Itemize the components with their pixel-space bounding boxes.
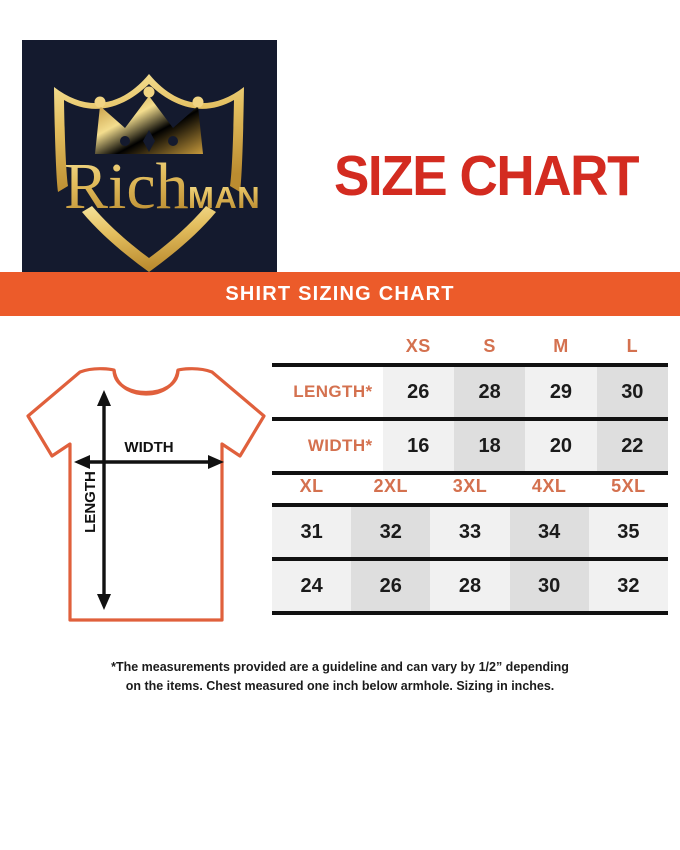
cell-length-l: 30 xyxy=(596,367,668,417)
cell-length-s: 28 xyxy=(453,367,526,417)
section-banner: SHIRT SIZING CHART xyxy=(0,272,680,316)
cell-width-5xl: 32 xyxy=(588,561,668,611)
footnote-line-1: *The measurements provided are a guideli… xyxy=(111,660,569,674)
cell-width-xl: 24 xyxy=(272,561,352,611)
column-header-3xl: 3XL xyxy=(452,476,488,496)
brand-logo: Rich MAN xyxy=(22,40,277,272)
cell-length-xs: 26 xyxy=(382,367,454,417)
cell-length-xl: 31 xyxy=(272,507,352,557)
length-label: LENGTH xyxy=(82,471,99,533)
column-header-4xl: 4XL xyxy=(531,476,567,496)
cell-length-2xl: 32 xyxy=(351,507,431,557)
column-header-xs: XS xyxy=(405,336,431,356)
shield-crown-logo-icon: Rich MAN xyxy=(22,40,277,272)
main-content: WIDTH LENGTH XS S M L xyxy=(0,316,680,850)
size-table-upper: XS S M L LENGTH* 26 28 29 30 WIDTH* 16 xyxy=(272,336,668,475)
table-row: 24 26 28 30 32 xyxy=(272,561,668,611)
length-arrow-icon xyxy=(97,390,111,610)
table-header-row: XS S M L xyxy=(272,336,668,363)
table-header-row: XL 2XL 3XL 4XL 5XL xyxy=(272,476,668,503)
cell-width-3xl: 28 xyxy=(430,561,510,611)
footnote-line-2: on the items. Chest measured one inch be… xyxy=(125,679,555,694)
footnote: *The measurements provided are a guideli… xyxy=(60,658,620,697)
table-rule xyxy=(272,611,668,615)
logo-word-secondary: MAN xyxy=(188,180,260,215)
t-shirt-outline-icon: WIDTH LENGTH xyxy=(26,367,266,622)
banner-label: SHIRT SIZING CHART xyxy=(225,282,455,305)
header-corner xyxy=(272,336,383,363)
column-header-5xl: 5XL xyxy=(611,476,646,496)
size-table-lower: XL 2XL 3XL 4XL 5XL 31 32 33 34 35 24 2 xyxy=(272,476,668,615)
row-label-length: LENGTH* xyxy=(293,382,373,401)
table-rule xyxy=(272,471,668,475)
table-rule xyxy=(272,363,668,367)
column-header-s: S xyxy=(483,336,496,356)
table-rule xyxy=(272,503,668,507)
cell-length-m: 29 xyxy=(525,367,597,417)
cell-width-l: 22 xyxy=(596,421,668,471)
cell-width-m: 20 xyxy=(525,421,597,471)
column-header-2xl: 2XL xyxy=(373,476,409,496)
table-rule xyxy=(272,557,668,561)
table-row: WIDTH* 16 18 20 22 xyxy=(272,421,668,471)
logo-word-primary: Rich xyxy=(64,150,189,223)
cell-width-2xl: 26 xyxy=(351,561,431,611)
column-header-xl: XL xyxy=(299,476,324,496)
table-row: LENGTH* 26 28 29 30 xyxy=(272,367,668,417)
cell-width-s: 18 xyxy=(453,421,526,471)
table-rule xyxy=(272,417,668,421)
cell-length-5xl: 35 xyxy=(588,507,668,557)
table-row: 31 32 33 34 35 xyxy=(272,507,668,557)
column-header-l: L xyxy=(626,336,639,356)
cell-width-xs: 16 xyxy=(382,421,454,471)
page-title: SIZE CHART xyxy=(333,144,640,208)
width-label: WIDTH xyxy=(124,439,173,456)
t-shirt-diagram: WIDTH LENGTH xyxy=(18,352,283,652)
cell-length-3xl: 33 xyxy=(430,507,510,557)
cell-length-4xl: 34 xyxy=(509,507,589,557)
page-header: Rich MAN SIZE CHART xyxy=(0,0,680,272)
column-header-m: M xyxy=(553,336,569,356)
cell-width-4xl: 30 xyxy=(509,561,589,611)
row-label-width: WIDTH* xyxy=(307,436,373,455)
